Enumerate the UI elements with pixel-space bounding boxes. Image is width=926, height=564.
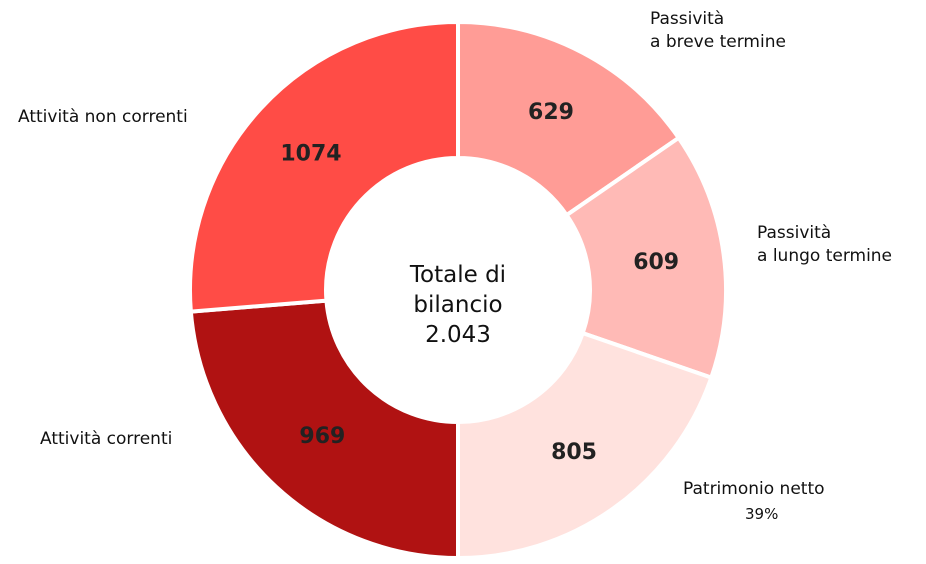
annotation: 39%: [745, 505, 779, 523]
category-label: Attività correnti: [40, 429, 173, 449]
value-label: 969: [299, 424, 345, 449]
value-label: 805: [551, 440, 597, 465]
category-label: Attività non correnti: [18, 107, 188, 127]
category-label: Passività a breve termine: [650, 9, 786, 52]
category-label: Patrimonio netto: [683, 479, 825, 499]
category-label: Passività a lungo termine: [757, 223, 893, 266]
donut-segment: [456, 330, 714, 561]
center-text: Totale di bilancio: [409, 262, 507, 318]
total: 2.043: [425, 322, 491, 348]
value-label: 609: [633, 250, 679, 275]
value-label: 1074: [280, 141, 341, 166]
donut-segment: [188, 298, 460, 561]
donut-segment: [188, 19, 460, 314]
donut-segment: [563, 135, 728, 381]
center-label: Totale di bilancio 2.043: [358, 260, 558, 350]
value-label: 629: [528, 100, 574, 125]
donut-segment: [456, 19, 682, 218]
